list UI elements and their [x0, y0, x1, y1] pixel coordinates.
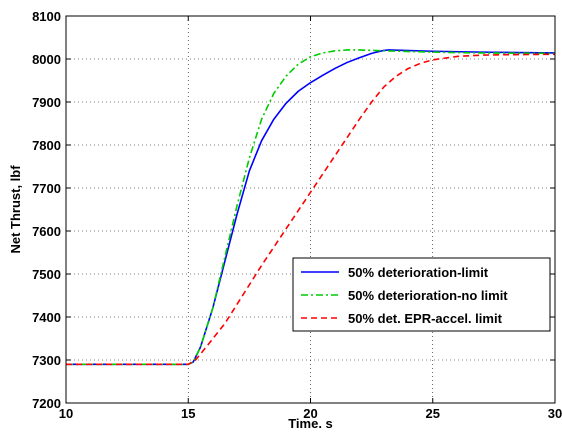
- ticks: [65, 15, 556, 404]
- y-tick-label: 8100: [32, 9, 61, 24]
- y-axis-label: Net Thrust, lbf: [8, 165, 23, 254]
- legend-label-3: 50% det. EPR-accel. limit: [348, 311, 503, 326]
- tick-labels: 10 15 20 25 30 7200 7300 7400 7500 7600 7700 7800 79…: [32, 9, 562, 421]
- y-tick-label: 7200: [32, 396, 61, 411]
- series-line-3: [66, 53, 556, 366]
- y-tick-label: 7700: [32, 181, 61, 196]
- x-tick-label: 10: [59, 406, 73, 421]
- x-tick-label: 20: [303, 406, 317, 421]
- y-tick-label: 7800: [32, 138, 61, 153]
- x-tick-label: 30: [548, 406, 562, 421]
- legend-label-1: 50% deterioration-limit: [348, 265, 489, 280]
- y-tick-label: 7900: [32, 95, 61, 110]
- y-tick-label: 7500: [32, 267, 61, 282]
- legend-items: 50% deterioration-limit 50% deterioration…: [301, 265, 508, 326]
- y-tick-label: 7300: [32, 353, 61, 368]
- y-tick-label: 7400: [32, 310, 61, 325]
- legend-label-2: 50% deterioration-no limit: [348, 288, 508, 303]
- y-tick-label: 7600: [32, 224, 61, 239]
- x-axis-label: Time. s: [288, 416, 333, 431]
- x-tick-label: 25: [426, 406, 440, 421]
- legend: 50% deterioration-limit 50% deterioration…: [292, 257, 551, 332]
- x-tick-label: 15: [181, 406, 195, 421]
- y-tick-label: 8000: [32, 52, 61, 67]
- series-layer: [66, 49, 556, 366]
- series-line-2: [66, 49, 556, 366]
